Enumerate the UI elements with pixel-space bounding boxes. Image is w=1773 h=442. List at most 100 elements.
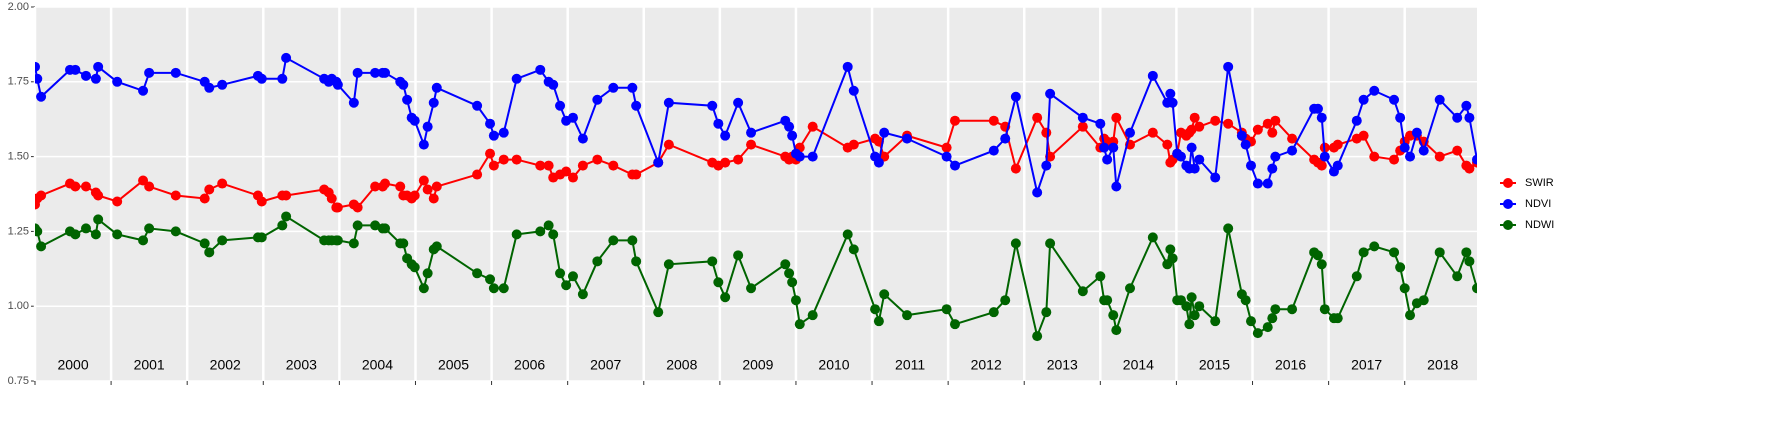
data-point [1032, 112, 1043, 123]
data-point [1369, 85, 1380, 96]
data-point [199, 238, 210, 249]
data-point [1389, 94, 1400, 105]
legend-marker [1503, 178, 1513, 188]
data-point [1000, 295, 1011, 306]
year-label: 2011 [895, 357, 925, 373]
data-point [1125, 127, 1136, 138]
data-point [848, 244, 859, 255]
data-point [380, 178, 391, 189]
data-point [1077, 286, 1088, 297]
data-point [498, 127, 509, 138]
data-point [1147, 232, 1158, 243]
data-point [1147, 70, 1158, 81]
data-point [70, 229, 81, 240]
data-point [1395, 112, 1406, 123]
data-point [949, 160, 960, 171]
data-point [631, 256, 642, 267]
data-point [561, 280, 572, 291]
data-point [488, 160, 499, 171]
data-point [1010, 238, 1021, 249]
data-point [780, 259, 791, 270]
data-point [1267, 163, 1278, 174]
data-point [1045, 88, 1056, 99]
data-point [70, 181, 81, 192]
data-point [1395, 262, 1406, 273]
data-point [842, 61, 853, 72]
year-label: 2001 [134, 357, 165, 373]
data-point [348, 97, 359, 108]
data-point [733, 154, 744, 165]
year-label: 2003 [286, 357, 317, 373]
data-point [144, 223, 155, 234]
data-point [112, 76, 123, 87]
data-point [631, 169, 642, 180]
data-point [787, 130, 798, 141]
data-point [1252, 328, 1263, 339]
data-point [170, 226, 181, 237]
data-point [1270, 151, 1281, 162]
data-point [1108, 310, 1119, 321]
data-point [1194, 301, 1205, 312]
data-point [713, 118, 724, 129]
data-point [1287, 133, 1298, 144]
data-point [873, 157, 884, 168]
data-point [1236, 130, 1247, 141]
data-point [707, 100, 718, 111]
data-point [138, 235, 149, 246]
data-point [1167, 253, 1178, 264]
data-point [1267, 127, 1278, 138]
data-point [807, 310, 818, 321]
data-point [217, 235, 228, 246]
data-point [879, 127, 890, 138]
data-point [422, 268, 433, 279]
data-point [1369, 151, 1380, 162]
data-point [36, 91, 47, 102]
year-label: 2014 [1123, 357, 1154, 373]
data-point [1351, 115, 1362, 126]
data-point [511, 154, 522, 165]
year-label: 2009 [742, 357, 773, 373]
data-point [535, 64, 546, 75]
data-point [204, 82, 215, 93]
data-point [1186, 142, 1197, 153]
y-tick-label: 1.00 [8, 300, 29, 312]
data-point [1162, 139, 1173, 150]
year-label: 2006 [514, 357, 545, 373]
data-point [1434, 247, 1445, 258]
data-point [1319, 151, 1330, 162]
data-point [472, 268, 483, 279]
data-point [1095, 271, 1106, 282]
data-point [1332, 313, 1343, 324]
data-point [555, 100, 566, 111]
data-point [418, 139, 429, 150]
data-point [746, 127, 757, 138]
data-point [409, 115, 420, 126]
data-point [555, 268, 566, 279]
data-point [548, 79, 559, 90]
data-point [498, 154, 509, 165]
data-point [217, 178, 228, 189]
data-point [1405, 310, 1416, 321]
data-point [348, 238, 359, 249]
data-point [1287, 304, 1298, 315]
data-point [784, 268, 795, 279]
data-point [1165, 88, 1176, 99]
data-point [627, 82, 638, 93]
data-point [409, 262, 420, 273]
data-point [949, 115, 960, 126]
data-point [80, 70, 91, 81]
data-point [1111, 112, 1122, 123]
year-label: 2013 [1047, 357, 1078, 373]
data-point [217, 79, 228, 90]
data-point [144, 67, 155, 78]
data-point [784, 121, 795, 132]
data-point [1032, 187, 1043, 198]
data-point [1010, 163, 1021, 174]
year-label: 2012 [971, 357, 1002, 373]
year-label: 2010 [818, 357, 849, 373]
data-point [1186, 292, 1197, 303]
data-point [720, 157, 731, 168]
data-point [138, 175, 149, 186]
data-point [1452, 145, 1463, 156]
data-point [720, 130, 731, 141]
